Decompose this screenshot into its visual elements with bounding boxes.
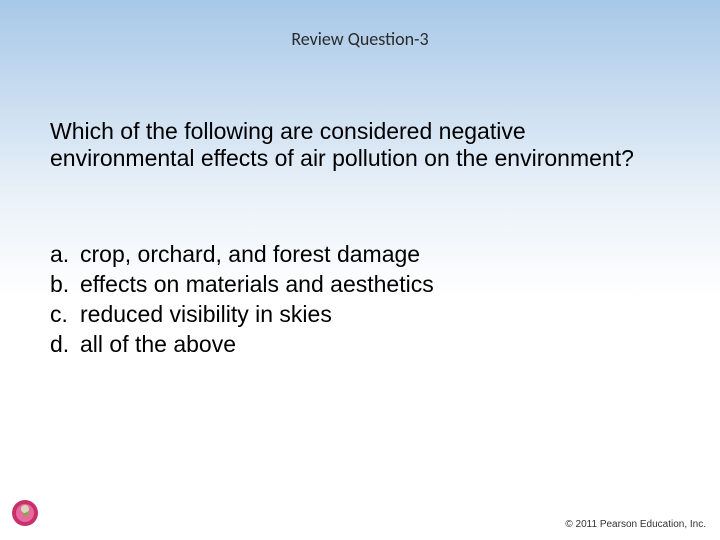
option-text: crop, orchard, and forest damage [80,240,420,270]
option-b: b. effects on materials and aesthetics [50,270,434,300]
copyright-text: © 2011 Pearson Education, Inc. [565,519,706,530]
option-letter: a. [50,240,80,270]
option-text: reduced visibility in skies [80,300,332,330]
option-c: c. reduced visibility in skies [50,300,434,330]
option-letter: b. [50,270,80,300]
option-text: all of the above [80,330,236,360]
options-list: a. crop, orchard, and forest damage b. e… [50,240,434,360]
slide-container: Review Question-3 Which of the following… [0,0,720,540]
publisher-logo-icon [10,498,40,528]
option-a: a. crop, orchard, and forest damage [50,240,434,270]
option-letter: d. [50,330,80,360]
option-text: effects on materials and aesthetics [80,270,434,300]
slide-title: Review Question-3 [0,28,720,50]
question-text: Which of the following are considered ne… [50,118,670,172]
option-letter: c. [50,300,80,330]
option-d: d. all of the above [50,330,434,360]
